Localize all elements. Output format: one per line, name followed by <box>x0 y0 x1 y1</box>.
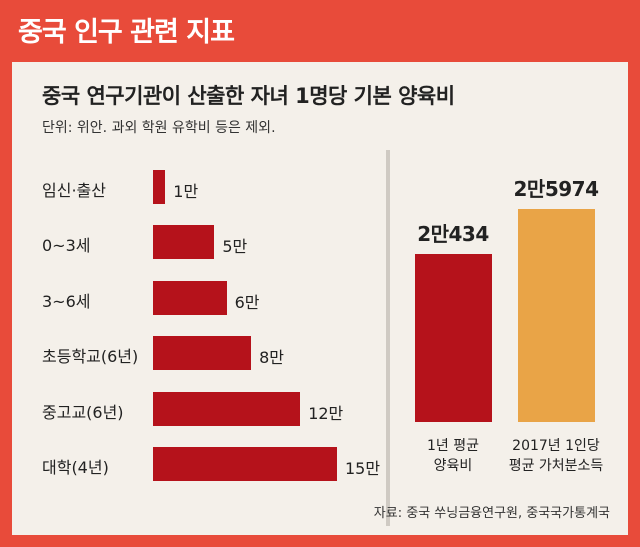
category-label: 3~6세 <box>42 291 91 311</box>
source-note: 자료: 중국 쑤닝금융연구원, 중국국가통계국 <box>373 506 610 521</box>
category-label: 1년 평균 양육비 <box>427 438 479 474</box>
bar <box>517 209 595 422</box>
bar-value-label: 6만 <box>234 292 260 312</box>
chart-divider <box>386 150 390 526</box>
bar <box>153 170 166 204</box>
bar <box>153 336 252 371</box>
category-label: 중고교(6년) <box>42 402 124 422</box>
bar <box>153 280 227 315</box>
bar-value-label: 2만434 <box>417 222 489 247</box>
bar-value-label: 1만 <box>173 182 199 201</box>
bar <box>153 225 215 260</box>
bar <box>153 391 301 426</box>
bar-value-label: 2만5974 <box>513 177 599 201</box>
bar <box>153 447 337 481</box>
bar-value-label: 8만 <box>259 348 285 368</box>
category-label: 대학(4년) <box>42 458 109 477</box>
bar-value-label: 15만 <box>345 459 381 478</box>
chart-title: 중국 연구기관이 산출한 자녀 1명당 기본 양육비 <box>42 84 455 108</box>
category-label: 0~3세 <box>42 236 91 256</box>
bar <box>414 254 492 422</box>
page-header-title: 중국 인구 관련 지표 <box>18 17 235 48</box>
bar-value-label: 5만 <box>222 237 248 257</box>
bar-value-label: 12만 <box>308 403 344 423</box>
category-label: 임신·출산 <box>42 181 106 200</box>
chart-subtitle: 단위: 위안. 과외 학원 유학비 등은 제외. <box>42 120 276 136</box>
category-label: 초등학교(6년) <box>42 347 139 367</box>
category-label: 2017년 1인당 평균 가처분소득 <box>508 438 604 474</box>
chart-panel: 중국 연구기관이 산출한 자녀 1명당 기본 양육비 단위: 위안. 과외 학원… <box>12 62 628 535</box>
